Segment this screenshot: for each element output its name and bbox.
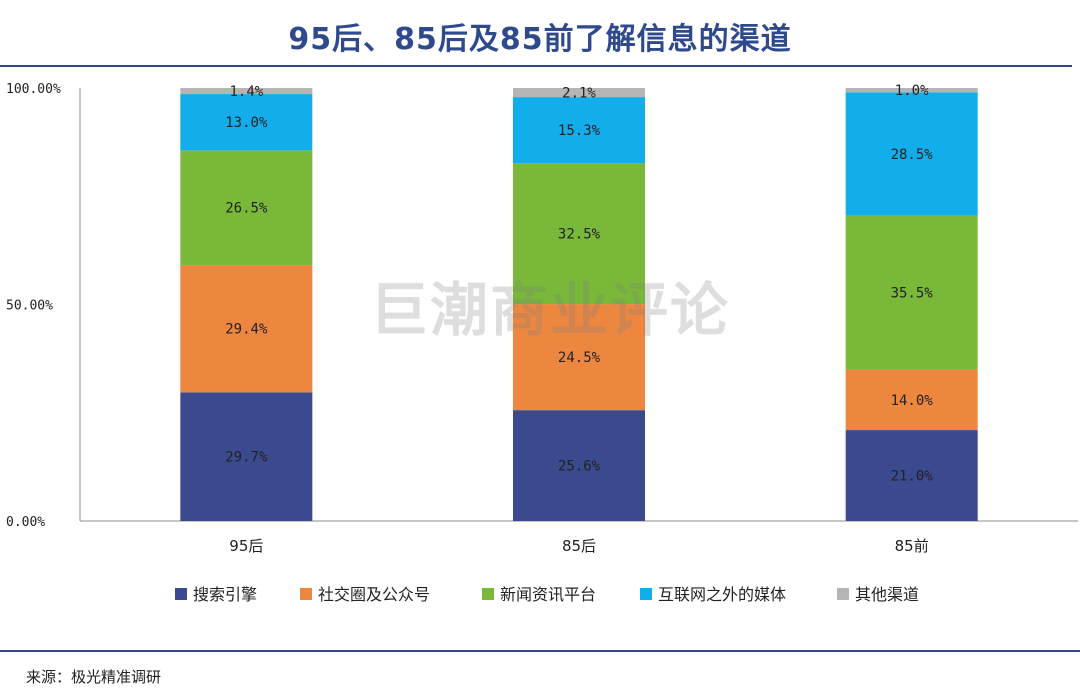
x-tick-label: 95后 (229, 537, 263, 555)
bars: 29.7% 29.4% 26.5% 13.0% 1.4% 95后 25.6% 24.5% 32.… (180, 83, 978, 555)
bar-segment (513, 304, 645, 411)
bar-segment (180, 150, 313, 266)
data-label: 25.6% (558, 459, 601, 475)
y-tick-label: 50.00% (6, 299, 53, 314)
data-label: 15.3% (558, 123, 601, 139)
chart-title: 95后、85后及85前了解信息的渠道 (288, 22, 792, 57)
data-label: 29.4% (225, 322, 268, 338)
legend-label: 互联网之外的媒体 (658, 585, 786, 604)
data-label: 2.1% (562, 86, 596, 102)
legend-swatch (640, 588, 652, 600)
data-label: 35.5% (891, 286, 934, 302)
data-label: 1.4% (229, 84, 263, 100)
legend-label: 新闻资讯平台 (500, 585, 596, 604)
bar-segment (513, 97, 645, 164)
bar-segment (845, 215, 978, 370)
bar-segment (180, 94, 313, 151)
data-label: 26.5% (225, 201, 268, 217)
x-tick-label: 85后 (562, 537, 596, 555)
data-label: 29.7% (225, 450, 268, 466)
y-tick-label: 0.00% (6, 515, 45, 530)
data-label: 13.0% (225, 115, 268, 131)
data-label: 32.5% (558, 227, 601, 243)
legend-label: 社交圈及公众号 (318, 585, 430, 604)
data-label: 21.0% (891, 469, 934, 485)
legend-label: 搜索引擎 (193, 585, 257, 604)
data-label: 28.5% (891, 147, 934, 163)
title-divider (0, 65, 1072, 67)
bar-segment (180, 265, 313, 393)
legend: 搜索引擎 社交圈及公众号 新闻资讯平台 互联网之外的媒体 其他渠道 (175, 585, 919, 604)
data-label: 24.5% (558, 350, 601, 366)
bar-segment (845, 430, 978, 521)
bar-segment (845, 369, 978, 431)
bar-segment (513, 88, 645, 98)
legend-label: 其他渠道 (855, 585, 919, 604)
legend-swatch (300, 588, 312, 600)
bar-segment (180, 392, 313, 521)
bar-segment (513, 163, 645, 305)
watermark: 巨潮商业评论 (370, 276, 730, 344)
y-tick-label: 100.00% (6, 82, 61, 97)
footer-divider (0, 650, 1080, 652)
data-label: 14.0% (891, 393, 934, 409)
legend-swatch (837, 588, 849, 600)
bar-segment (513, 410, 645, 521)
bar-segment (845, 88, 978, 93)
stacked-bar-chart: 0.00% 50.00% 100.00% 29.7% 29.4% 26.5% 13.0% 1… (6, 82, 1078, 604)
source-note: 来源：极光精准调研 (26, 668, 162, 686)
data-label: 1.0% (895, 83, 929, 99)
bar-segment (180, 88, 313, 95)
legend-swatch (175, 588, 187, 600)
bar-segment (845, 92, 978, 216)
legend-swatch (482, 588, 494, 600)
x-tick-label: 85前 (895, 537, 929, 555)
